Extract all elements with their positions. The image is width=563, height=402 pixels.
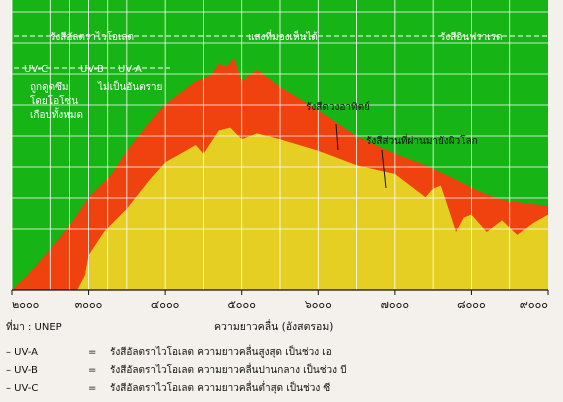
uv-b-label: UV-B <box>80 64 104 75</box>
legend-desc-uva: รังสีอัลตราไวโอเลต ความยาวคลื่นสูงสุด เป… <box>110 344 332 358</box>
source-note: ที่มา : UNEP <box>6 319 62 333</box>
absorbed-label-line2: โดยโอโซน <box>30 94 78 107</box>
band-infrared-label: รังสีอินฟราเรด <box>440 31 503 43</box>
chart-grid <box>11 0 548 290</box>
uv-a-label: UV-A <box>118 64 142 75</box>
x-axis-label: ความยาวคลื่น (อังสตรอม) <box>214 319 333 333</box>
legend-desc-uvc: รังสีอัลตราไวโอเลต ความยาวคลื่นต่ำสุด เป… <box>110 380 330 394</box>
legend-term-uvc: – UV-C <box>6 383 38 394</box>
uv-c-label: UV-C <box>24 64 48 75</box>
legend-eq-uvc: = <box>88 383 96 394</box>
legend-eq-uva: = <box>88 347 96 358</box>
x-tick-label: ๘๐๐๐ <box>457 298 486 311</box>
x-axis-ticks: ๒๐๐๐ ๓๐๐๐ ๔๐๐๐ ๕๐๐๐ ๖๐๐๐ ๗๐๐๐ ๘๐๐๐ ๙๐๐๐ <box>11 290 549 311</box>
surface-annotation-pointer <box>381 149 387 189</box>
absorbed-label-line1: ถูกดูดซึม <box>30 81 68 93</box>
x-tick-label: ๗๐๐๐ <box>381 298 409 311</box>
x-tick-label: ๙๐๐๐ <box>520 298 548 311</box>
legend-term-uvb: – UV-B <box>6 365 38 376</box>
legend-desc-uvb: รังสีอัลตราไวโอเลต ความยาวคลื่นปานกลาง เ… <box>110 362 347 376</box>
band-ultraviolet-label: รังสีอัลตราไวโอเลต <box>50 30 134 43</box>
harmless-label: ไม่เป็นอันตราย <box>97 79 162 93</box>
legend-term-uva: – UV-A <box>6 347 38 358</box>
x-tick-label: ๔๐๐๐ <box>151 298 179 311</box>
surface-annotation: รังสีส่วนที่ผ่านมายังผิวโลก <box>366 133 478 147</box>
band-visible-label: แสงที่มองเห็นได้ <box>248 29 318 43</box>
x-tick-label: ๓๐๐๐ <box>75 298 103 311</box>
x-tick-label: ๖๐๐๐ <box>305 298 332 311</box>
solar-annotation-pointer <box>335 123 339 151</box>
legend-eq-uvb: = <box>88 365 96 376</box>
absorbed-label-line3: เกือบทั้งหมด <box>30 107 83 121</box>
x-tick-label: ๒๐๐๐ <box>12 298 39 311</box>
band-headers <box>14 35 548 69</box>
solar-annotation: รังสีดวงอาทิตย์ <box>306 101 370 113</box>
x-tick-label: ๕๐๐๐ <box>227 298 255 311</box>
